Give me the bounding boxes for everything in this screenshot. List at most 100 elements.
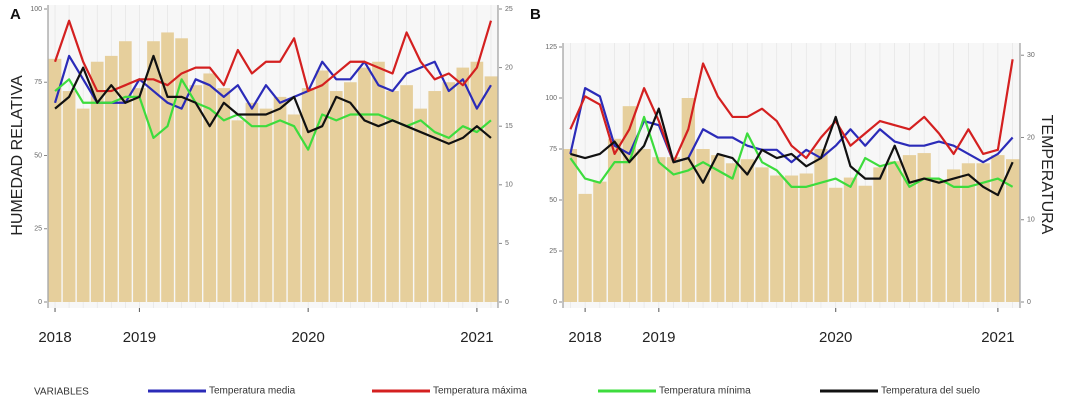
- bar: [372, 61, 385, 302]
- y-axis-title: HUMEDAD RELATIVA: [9, 75, 26, 236]
- y2-tick-label: 10: [1027, 217, 1035, 224]
- bar: [784, 175, 799, 302]
- x-tick-label: 2019: [123, 329, 156, 346]
- bar: [203, 73, 217, 303]
- bar: [888, 161, 902, 302]
- bar: [442, 82, 456, 302]
- bar: [917, 153, 931, 302]
- bar: [725, 163, 740, 302]
- y2-tick-label: 30: [1027, 52, 1035, 59]
- line-series: [54, 78, 492, 151]
- bar: [161, 32, 174, 302]
- bar: [770, 175, 784, 302]
- line-series: [569, 115, 1014, 188]
- y2-tick-label: 0: [1027, 299, 1031, 306]
- bar: [711, 155, 725, 302]
- bar: [991, 155, 1005, 302]
- legend-label: Temperatura máxima: [433, 386, 527, 397]
- y2-axis-title: TEMPERATURA: [1038, 115, 1055, 235]
- y-tick-label: 75: [34, 79, 42, 86]
- bar: [666, 157, 681, 302]
- bar: [902, 155, 917, 302]
- bar: [637, 149, 651, 302]
- bar: [1005, 159, 1020, 302]
- bar: [740, 159, 754, 302]
- y2-tick-label: 20: [505, 64, 513, 71]
- line-series: [569, 59, 1014, 164]
- bar: [344, 82, 357, 302]
- bar: [315, 70, 329, 302]
- bar: [259, 108, 273, 303]
- bar: [563, 149, 578, 302]
- bar: [961, 163, 976, 302]
- y-tick-label: 50: [34, 152, 42, 159]
- y-tick-label: 0: [38, 299, 42, 306]
- legend-label: Temperatura media: [209, 386, 296, 397]
- bar: [814, 149, 828, 302]
- bar: [652, 157, 666, 302]
- bar: [932, 179, 946, 302]
- panel-label: A: [10, 6, 21, 23]
- bar: [358, 67, 371, 302]
- bar: [231, 120, 245, 302]
- y2-tick-label: 10: [505, 182, 513, 189]
- bar: [593, 181, 607, 302]
- x-tick-label: 2020: [291, 329, 324, 346]
- bar: [76, 108, 90, 303]
- bar: [428, 91, 442, 302]
- bar: [456, 67, 470, 302]
- x-tick-label: 2019: [642, 329, 675, 346]
- bar: [607, 138, 622, 302]
- x-tick-label: 2018: [568, 329, 601, 346]
- bar: [470, 61, 484, 302]
- bar: [217, 88, 231, 302]
- line-series: [53, 19, 493, 93]
- bar: [189, 85, 202, 303]
- bar: [245, 102, 259, 302]
- bar: [414, 108, 427, 303]
- legend-title: VARIABLES: [34, 387, 89, 398]
- y-tick-label: 25: [549, 248, 557, 255]
- bar: [147, 41, 160, 302]
- x-tick-label: 2020: [819, 329, 852, 346]
- bar: [273, 96, 287, 303]
- bar: [48, 58, 62, 303]
- y2-tick-label: 15: [505, 123, 513, 130]
- bar: [696, 149, 710, 302]
- bar: [329, 91, 343, 302]
- legend-label: Temperatura mínima: [659, 386, 751, 397]
- y-tick-label: 25: [34, 226, 42, 233]
- bar: [858, 185, 872, 302]
- y-tick-label: 100: [30, 6, 42, 13]
- line-series: [569, 87, 1014, 164]
- line-series: [54, 54, 492, 145]
- bar: [976, 163, 990, 302]
- bar: [578, 193, 592, 302]
- x-tick-label: 2021: [981, 329, 1014, 346]
- line-series: [53, 54, 492, 110]
- legend-label: Temperatura del suelo: [881, 386, 980, 397]
- bar: [386, 91, 399, 302]
- bar: [873, 167, 887, 302]
- y-tick-label: 0: [553, 299, 557, 306]
- y-tick-label: 75: [549, 146, 557, 153]
- y-tick-label: 100: [545, 95, 557, 102]
- bar: [843, 177, 858, 302]
- bar: [400, 85, 413, 303]
- bar: [484, 76, 498, 302]
- bar: [947, 169, 961, 302]
- bar: [90, 61, 104, 302]
- y2-tick-label: 20: [1027, 134, 1035, 141]
- x-tick-label: 2021: [460, 329, 493, 346]
- y2-tick-label: 0: [505, 299, 509, 306]
- bar: [133, 88, 146, 302]
- bar: [829, 187, 843, 302]
- y-tick-label: 50: [549, 197, 557, 204]
- line-series: [570, 107, 1014, 197]
- y2-tick-label: 5: [505, 240, 509, 247]
- panel-label: B: [530, 6, 541, 23]
- bar: [62, 91, 76, 302]
- bar: [799, 173, 813, 302]
- bar: [104, 55, 118, 302]
